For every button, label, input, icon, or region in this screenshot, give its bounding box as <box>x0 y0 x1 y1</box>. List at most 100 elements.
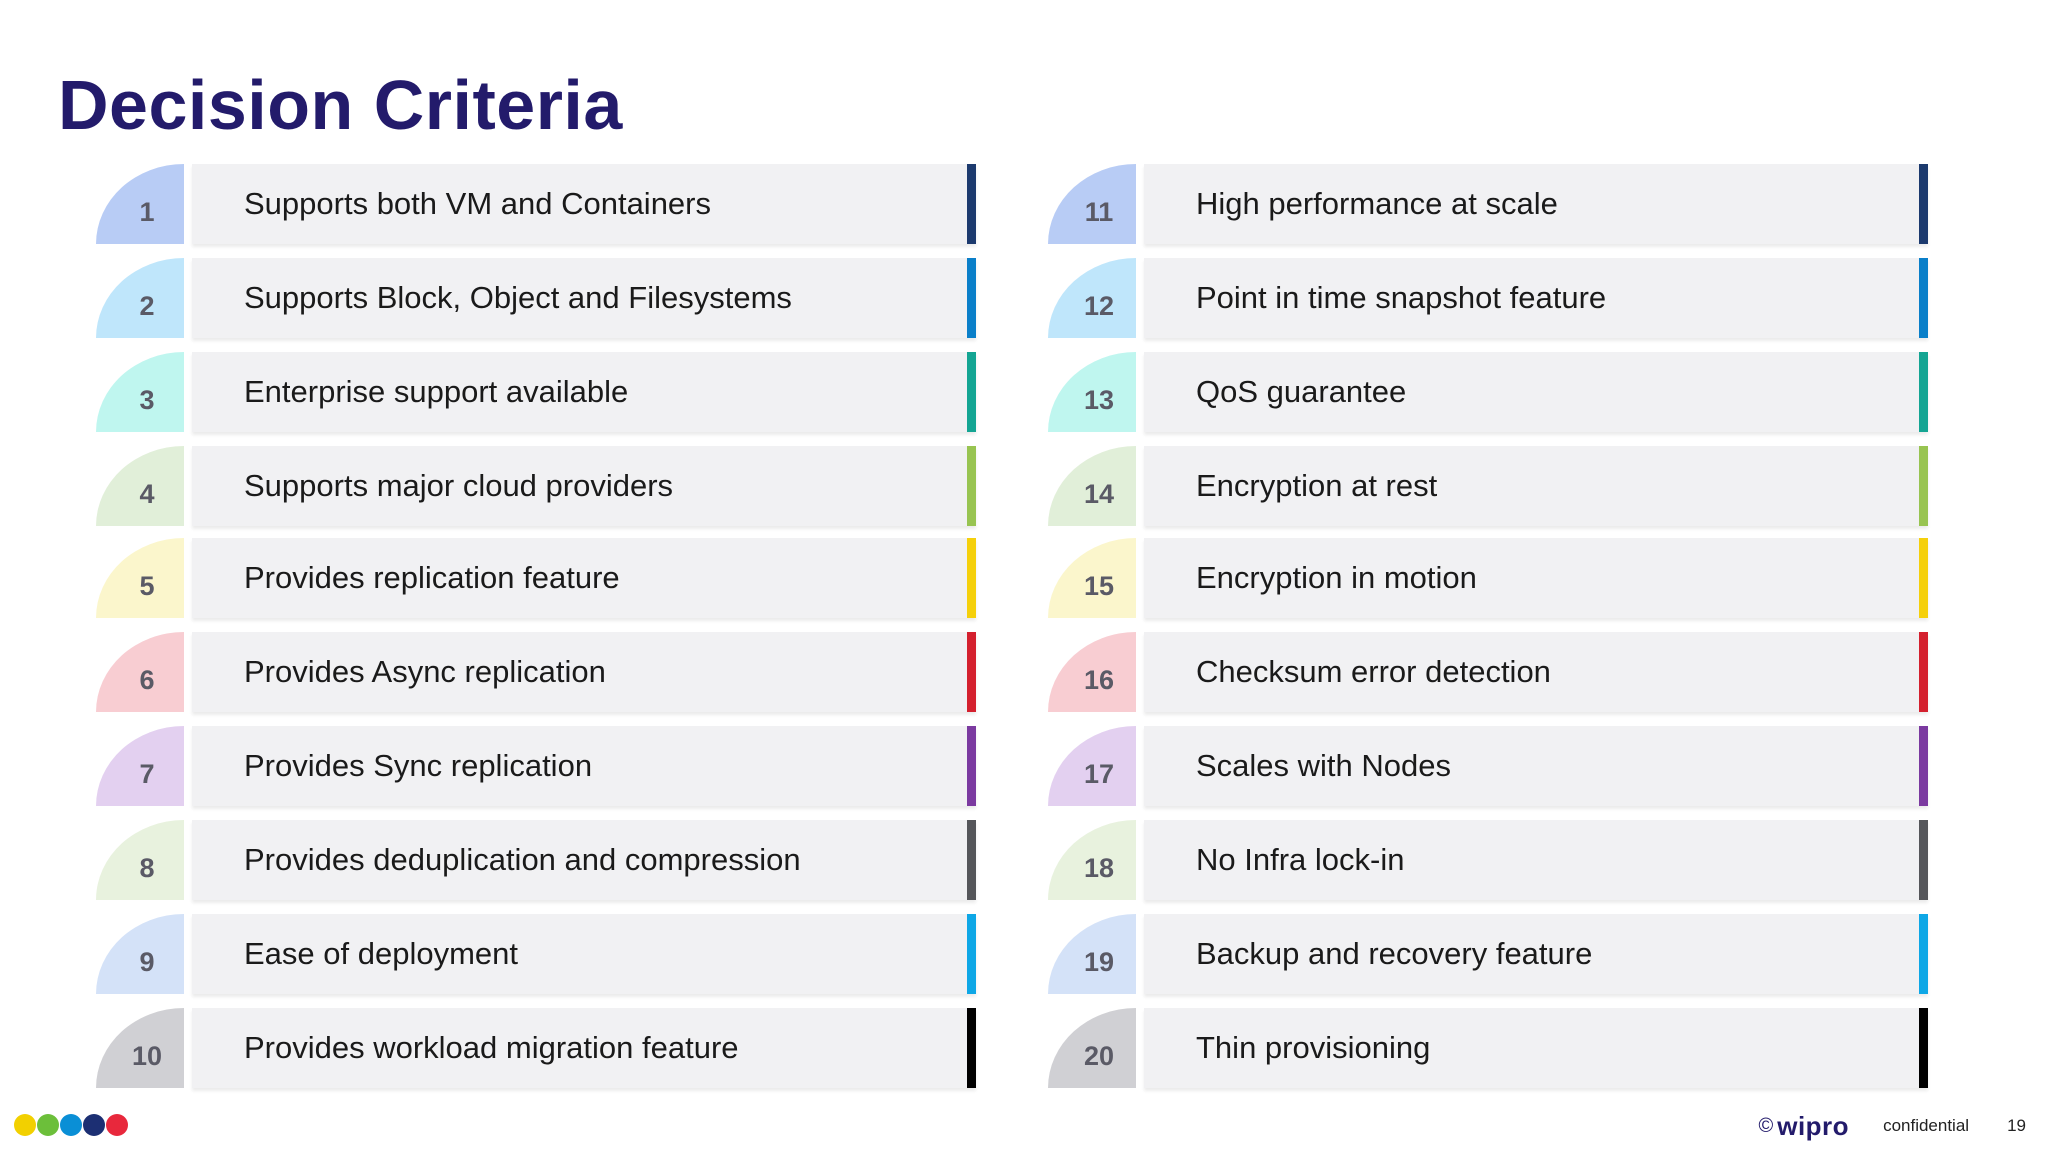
number-badge: 10 <box>96 1008 184 1088</box>
page-number: 19 <box>2007 1116 2026 1135</box>
criteria-bar: Enterprise support available <box>192 352 976 432</box>
criteria-number: 18 <box>1083 853 1115 883</box>
criteria-row: 5 Provides replication feature <box>96 538 976 618</box>
criteria-label: Enterprise support available <box>244 374 629 409</box>
number-badge: 20 <box>1048 1008 1136 1088</box>
criteria-bar: QoS guarantee <box>1144 352 1928 432</box>
criteria-number: 15 <box>1083 571 1115 601</box>
criteria-bar: Provides workload migration feature <box>192 1008 976 1088</box>
accent-stripe <box>967 258 976 338</box>
number-badge: 2 <box>96 258 184 338</box>
number-badge: 12 <box>1048 258 1136 338</box>
accent-stripe <box>967 820 976 900</box>
criteria-bar: High performance at scale <box>1144 164 1928 244</box>
criteria-number: 2 <box>139 291 155 321</box>
criteria-bar: Ease of deployment <box>192 914 976 994</box>
criteria-number: 8 <box>139 853 155 883</box>
accent-stripe <box>1919 258 1928 338</box>
number-badge: 15 <box>1048 538 1136 618</box>
brand-name: wipro <box>1777 1110 1850 1141</box>
footer-dot <box>14 1114 36 1136</box>
accent-stripe <box>1919 446 1928 526</box>
number-badge: 5 <box>96 538 184 618</box>
number-badge: 1 <box>96 164 184 244</box>
criteria-bar: Checksum error detection <box>1144 632 1928 712</box>
criteria-bar: Thin provisioning <box>1144 1008 1928 1088</box>
criteria-label: Supports major cloud providers <box>244 468 674 503</box>
accent-stripe <box>1919 914 1928 994</box>
number-badge: 4 <box>96 446 184 526</box>
criteria-row: 10 Provides workload migration feature <box>96 1008 976 1088</box>
criteria-bar: Supports both VM and Containers <box>192 164 976 244</box>
footer-dot <box>37 1114 59 1136</box>
criteria-label: Provides Async replication <box>244 654 606 689</box>
criteria-number: 6 <box>139 665 155 695</box>
number-badge: 13 <box>1048 352 1136 432</box>
confidential-label: confidential <box>1883 1116 1970 1135</box>
criteria-number: 19 <box>1083 947 1115 977</box>
criteria-row: 3 Enterprise support available <box>96 352 976 432</box>
criteria-number: 13 <box>1083 385 1115 415</box>
criteria-bar: Point in time snapshot feature <box>1144 258 1928 338</box>
accent-stripe <box>967 164 976 244</box>
criteria-row: 9 Ease of deployment <box>96 914 976 994</box>
criteria-label: Provides replication feature <box>244 560 620 595</box>
criteria-label: Backup and recovery feature <box>1196 936 1593 971</box>
footer-dot <box>60 1114 82 1136</box>
number-badge: 9 <box>96 914 184 994</box>
accent-stripe <box>967 632 976 712</box>
number-badge: 14 <box>1048 446 1136 526</box>
number-badge: 8 <box>96 820 184 900</box>
criteria-number: 12 <box>1083 291 1115 321</box>
criteria-number: 17 <box>1083 759 1115 789</box>
criteria-bar: Scales with Nodes <box>1144 726 1928 806</box>
criteria-number: 20 <box>1083 1041 1115 1071</box>
criteria-bar: Encryption at rest <box>1144 446 1928 526</box>
wipro-logo: © wipro <box>1758 1111 1849 1142</box>
number-badge: 7 <box>96 726 184 806</box>
criteria-number: 4 <box>139 479 155 509</box>
criteria-row: 13 QoS guarantee <box>1048 352 1928 432</box>
criteria-label: Thin provisioning <box>1196 1030 1431 1065</box>
criteria-label: Supports Block, Object and Filesystems <box>244 280 792 315</box>
criteria-row: 8 Provides deduplication and compression <box>96 820 976 900</box>
accent-stripe <box>1919 164 1928 244</box>
criteria-number: 3 <box>139 385 155 415</box>
copyright-symbol: © <box>1758 1114 1774 1137</box>
footer-dot <box>106 1114 128 1136</box>
accent-stripe <box>967 914 976 994</box>
footer-brand-area: © wipro confidential 19 <box>1758 1111 2026 1142</box>
accent-stripe <box>1919 538 1928 618</box>
criteria-bar: Supports Block, Object and Filesystems <box>192 258 976 338</box>
criteria-row: 2 Supports Block, Object and Filesystems <box>96 258 976 338</box>
criteria-number: 5 <box>139 571 155 601</box>
number-badge: 16 <box>1048 632 1136 712</box>
page-title: Decision Criteria <box>58 66 623 144</box>
number-badge: 19 <box>1048 914 1136 994</box>
accent-stripe <box>967 538 976 618</box>
criteria-bar: Provides replication feature <box>192 538 976 618</box>
criteria-label: Supports both VM and Containers <box>244 186 711 221</box>
criteria-label: Provides deduplication and compression <box>244 842 801 877</box>
criteria-row: 6 Provides Async replication <box>96 632 976 712</box>
accent-stripe <box>967 446 976 526</box>
criteria-bar: No Infra lock-in <box>1144 820 1928 900</box>
accent-stripe <box>967 1008 976 1088</box>
number-badge: 17 <box>1048 726 1136 806</box>
accent-stripe <box>1919 1008 1928 1088</box>
accent-stripe <box>1919 632 1928 712</box>
criteria-row: 4 Supports major cloud providers <box>96 446 976 526</box>
criteria-bar: Provides Async replication <box>192 632 976 712</box>
criteria-label: QoS guarantee <box>1196 374 1407 409</box>
criteria-row: 12 Point in time snapshot feature <box>1048 258 1928 338</box>
criteria-number: 16 <box>1083 665 1115 695</box>
accent-stripe <box>967 352 976 432</box>
footer-dot <box>83 1114 105 1136</box>
criteria-row: 16 Checksum error detection <box>1048 632 1928 712</box>
number-badge: 11 <box>1048 164 1136 244</box>
criteria-number: 11 <box>1084 197 1114 227</box>
criteria-label: Provides Sync replication <box>244 748 593 783</box>
accent-stripe <box>1919 726 1928 806</box>
number-badge: 3 <box>96 352 184 432</box>
criteria-label: Encryption in motion <box>1196 560 1477 595</box>
